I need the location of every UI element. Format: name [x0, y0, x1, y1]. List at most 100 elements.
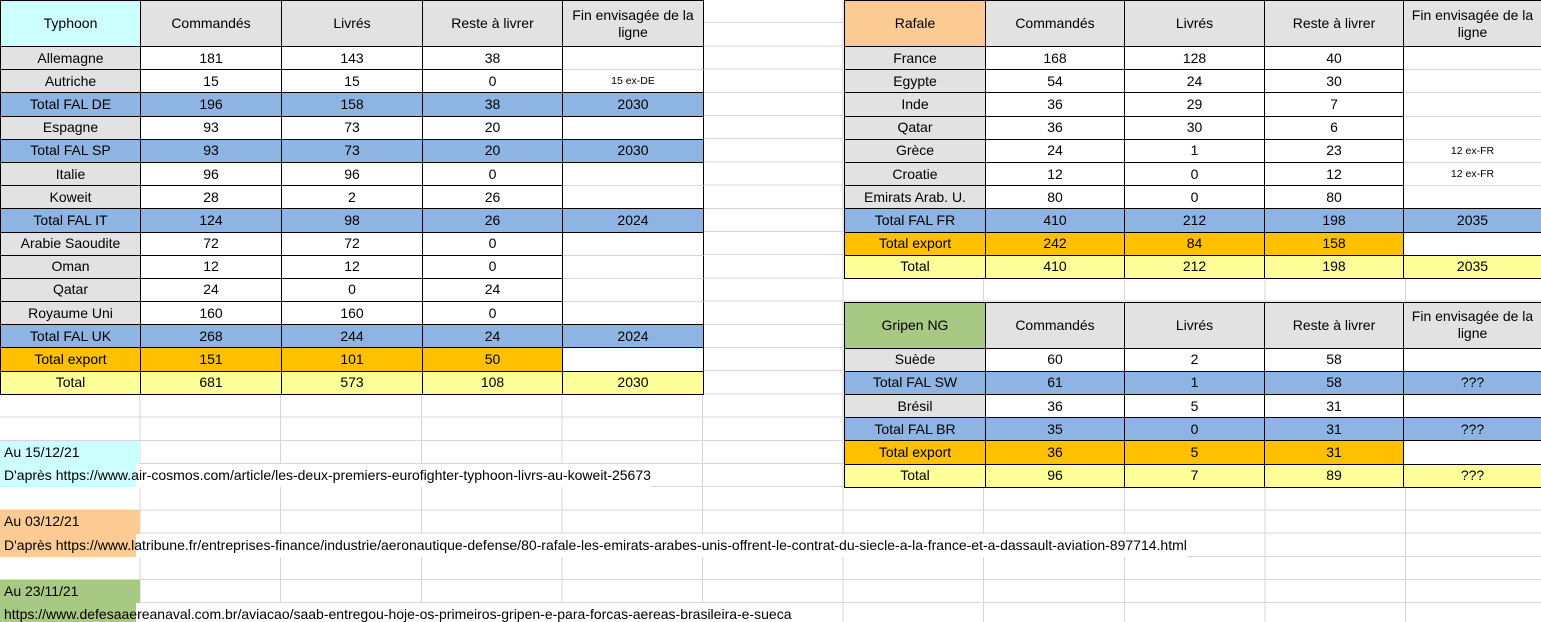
- commanded-cell[interactable]: 151: [141, 348, 282, 372]
- row-label-cell[interactable]: Croatie: [845, 162, 986, 187]
- end-of-line-cell[interactable]: [563, 278, 704, 303]
- column-header-end-of-line[interactable]: Fin envisagée de la ligne: [1404, 1, 1541, 47]
- end-of-line-cell[interactable]: [1404, 186, 1541, 210]
- remaining-cell[interactable]: 26: [423, 209, 563, 233]
- column-header-end-of-line[interactable]: Fin envisagée de la ligne: [1404, 302, 1541, 349]
- delivered-cell[interactable]: 24: [1125, 70, 1265, 94]
- commanded-cell[interactable]: 61: [986, 371, 1125, 395]
- column-header-delivered[interactable]: Livrés: [1125, 1, 1265, 47]
- remaining-cell[interactable]: 80: [1265, 186, 1404, 210]
- remaining-cell[interactable]: 6: [1265, 116, 1404, 140]
- note-source-url[interactable]: https://www.defesaaereanaval.com.br/avia…: [0, 603, 792, 622]
- end-of-line-cell[interactable]: [563, 255, 704, 279]
- delivered-cell[interactable]: 101: [282, 348, 423, 372]
- row-label-cell[interactable]: Oman: [1, 255, 141, 279]
- row-label-cell[interactable]: Qatar: [845, 116, 986, 140]
- commanded-cell[interactable]: 60: [986, 348, 1125, 372]
- remaining-cell[interactable]: 158: [1265, 232, 1404, 256]
- column-header-end-of-line[interactable]: Fin envisagée de la ligne: [563, 1, 704, 47]
- end-of-line-cell[interactable]: 15 ex-DE: [563, 70, 704, 94]
- commanded-cell[interactable]: 54: [986, 70, 1125, 94]
- table-title-cell[interactable]: Typhoon: [1, 1, 141, 47]
- remaining-cell[interactable]: 7: [1265, 93, 1404, 117]
- end-of-line-cell[interactable]: 12 ex-FR: [1404, 162, 1541, 187]
- table-title-cell[interactable]: Rafale: [845, 1, 986, 47]
- row-label-cell[interactable]: Emirats Arab. U.: [845, 186, 986, 210]
- end-of-line-cell[interactable]: 2024: [563, 325, 704, 349]
- commanded-cell[interactable]: 681: [141, 371, 282, 395]
- column-header-remaining[interactable]: Reste à livrer: [1265, 302, 1404, 349]
- commanded-cell[interactable]: 24: [986, 139, 1125, 163]
- table-title-cell[interactable]: Gripen NG: [845, 302, 986, 349]
- commanded-cell[interactable]: 93: [141, 139, 282, 163]
- delivered-cell[interactable]: 84: [1125, 232, 1265, 256]
- remaining-cell[interactable]: 12: [1265, 162, 1404, 187]
- delivered-cell[interactable]: 7: [1125, 464, 1265, 488]
- row-label-cell[interactable]: Total FAL FR: [845, 209, 986, 233]
- column-header-remaining[interactable]: Reste à livrer: [1265, 1, 1404, 47]
- end-of-line-cell[interactable]: [563, 186, 704, 210]
- delivered-cell[interactable]: 2: [1125, 348, 1265, 372]
- commanded-cell[interactable]: 124: [141, 209, 282, 233]
- commanded-cell[interactable]: 36: [986, 93, 1125, 117]
- commanded-cell[interactable]: 93: [141, 116, 282, 140]
- column-header-delivered[interactable]: Livrés: [282, 1, 423, 47]
- commanded-cell[interactable]: 35: [986, 418, 1125, 442]
- delivered-cell[interactable]: 5: [1125, 394, 1265, 419]
- delivered-cell[interactable]: 15: [282, 70, 423, 94]
- remaining-cell[interactable]: 31: [1265, 394, 1404, 419]
- remaining-cell[interactable]: 198: [1265, 255, 1404, 279]
- delivered-cell[interactable]: 158: [282, 93, 423, 117]
- column-header-commanded[interactable]: Commandés: [986, 1, 1125, 47]
- delivered-cell[interactable]: 5: [1125, 441, 1265, 465]
- row-label-cell[interactable]: Allemagne: [1, 47, 141, 71]
- end-of-line-cell[interactable]: [1404, 232, 1541, 256]
- delivered-cell[interactable]: 73: [282, 116, 423, 140]
- remaining-cell[interactable]: 108: [423, 371, 563, 395]
- row-label-cell[interactable]: Total FAL IT: [1, 209, 141, 233]
- commanded-cell[interactable]: 410: [986, 255, 1125, 279]
- end-of-line-cell[interactable]: [1404, 47, 1541, 71]
- row-label-cell[interactable]: Arabie Saoudite: [1, 232, 141, 256]
- end-of-line-cell[interactable]: [1404, 441, 1541, 465]
- note-source-url[interactable]: D'après https://www.air-cosmos.com/artic…: [0, 463, 651, 488]
- commanded-cell[interactable]: 160: [141, 302, 282, 326]
- row-label-cell[interactable]: Espagne: [1, 116, 141, 140]
- end-of-line-cell[interactable]: [563, 348, 704, 372]
- delivered-cell[interactable]: 0: [1125, 162, 1265, 187]
- end-of-line-cell[interactable]: [1404, 93, 1541, 117]
- remaining-cell[interactable]: 58: [1265, 371, 1404, 395]
- delivered-cell[interactable]: 0: [282, 278, 423, 303]
- delivered-cell[interactable]: 0: [1125, 418, 1265, 442]
- row-label-cell[interactable]: Total export: [1, 348, 141, 372]
- row-label-cell[interactable]: Total FAL UK: [1, 325, 141, 349]
- end-of-line-cell[interactable]: ???: [1404, 418, 1541, 442]
- commanded-cell[interactable]: 196: [141, 93, 282, 117]
- commanded-cell[interactable]: 36: [986, 394, 1125, 419]
- delivered-cell[interactable]: 212: [1125, 209, 1265, 233]
- remaining-cell[interactable]: 0: [423, 232, 563, 256]
- commanded-cell[interactable]: 12: [986, 162, 1125, 187]
- remaining-cell[interactable]: 20: [423, 139, 563, 163]
- remaining-cell[interactable]: 0: [423, 70, 563, 94]
- remaining-cell[interactable]: 38: [423, 93, 563, 117]
- row-label-cell[interactable]: Brésil: [845, 394, 986, 419]
- remaining-cell[interactable]: 50: [423, 348, 563, 372]
- end-of-line-cell[interactable]: [563, 232, 704, 256]
- end-of-line-cell[interactable]: ???: [1404, 464, 1541, 488]
- end-of-line-cell[interactable]: [563, 302, 704, 326]
- end-of-line-cell[interactable]: ???: [1404, 371, 1541, 395]
- commanded-cell[interactable]: 181: [141, 47, 282, 71]
- end-of-line-cell[interactable]: 2024: [563, 209, 704, 233]
- row-label-cell[interactable]: Total FAL SW: [845, 371, 986, 395]
- commanded-cell[interactable]: 12: [141, 255, 282, 279]
- delivered-cell[interactable]: 12: [282, 255, 423, 279]
- remaining-cell[interactable]: 24: [423, 325, 563, 349]
- note-date[interactable]: Au 03/12/21: [4, 513, 80, 530]
- remaining-cell[interactable]: 58: [1265, 348, 1404, 372]
- commanded-cell[interactable]: 15: [141, 70, 282, 94]
- delivered-cell[interactable]: 29: [1125, 93, 1265, 117]
- remaining-cell[interactable]: 89: [1265, 464, 1404, 488]
- remaining-cell[interactable]: 40: [1265, 47, 1404, 71]
- row-label-cell[interactable]: Inde: [845, 93, 986, 117]
